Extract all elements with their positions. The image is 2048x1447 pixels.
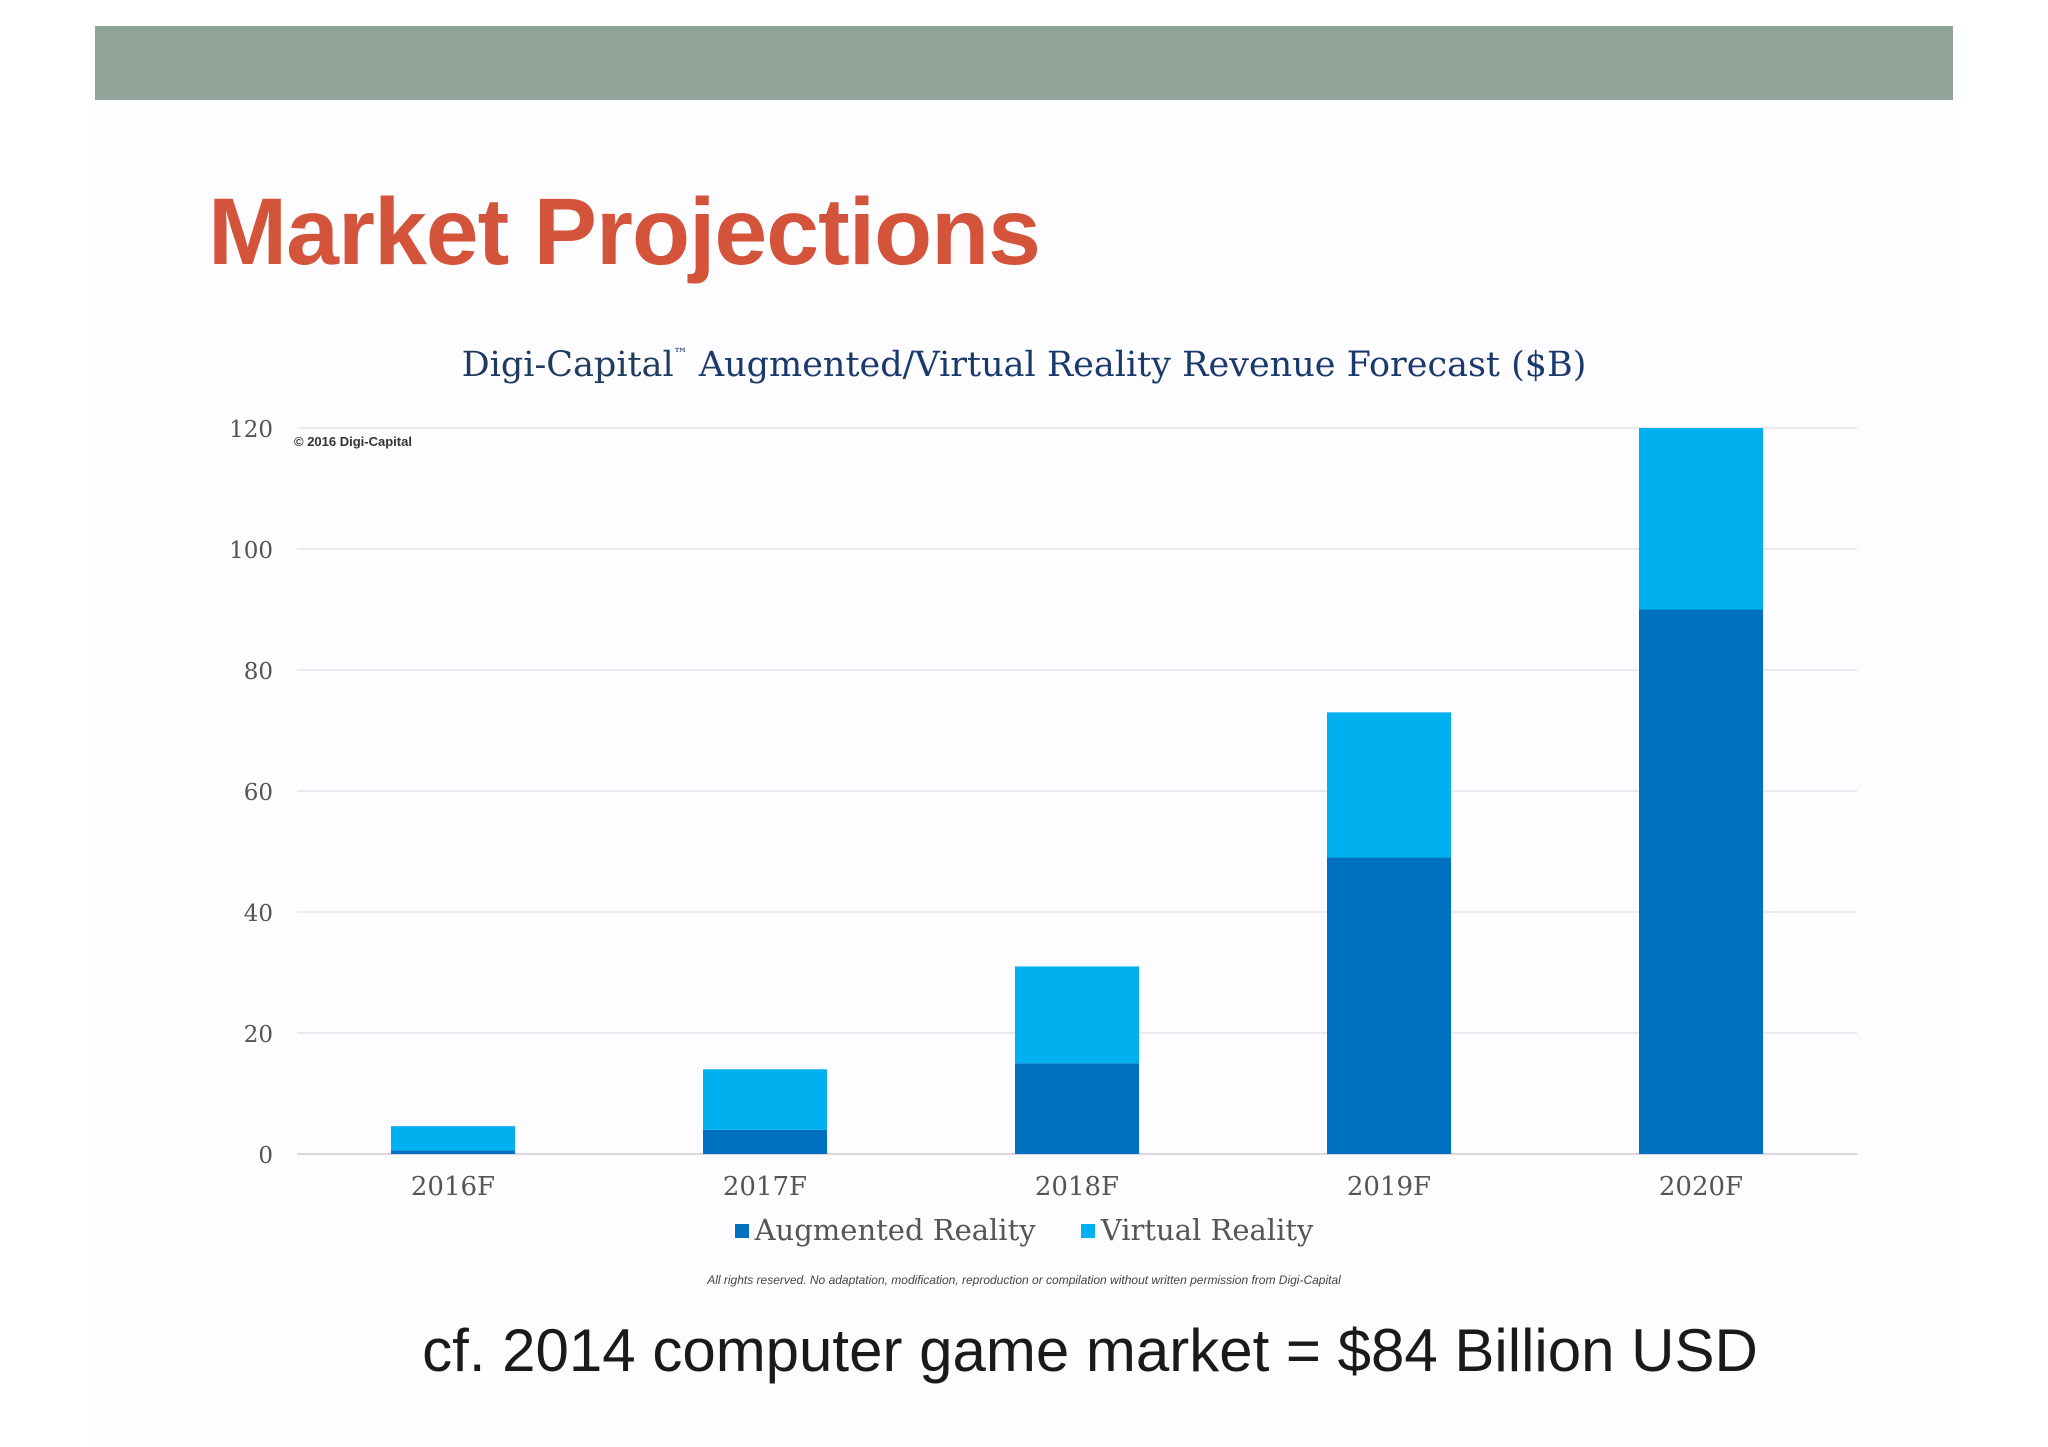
y-tick-label-20: 20 bbox=[244, 1022, 273, 1048]
legend-swatch-augmented bbox=[734, 1224, 749, 1238]
y-tick-label-40: 40 bbox=[244, 901, 273, 927]
chart-title: Digi-Capital™ Augmented/Virtual Reality … bbox=[0, 345, 2048, 385]
slide-top-bar bbox=[95, 26, 1953, 100]
bar-2017F-virtual bbox=[703, 1069, 827, 1130]
bar-2018F-virtual bbox=[1015, 966, 1139, 1064]
legend-label-augmented: Augmented Reality bbox=[754, 1213, 1036, 1247]
legend-item-augmented: Augmented Reality bbox=[734, 1213, 1036, 1247]
bar-2019F-virtual bbox=[1327, 712, 1451, 858]
chart-footnote: All rights reserved. No adaptation, modi… bbox=[707, 1273, 1341, 1287]
x-tick-label-2017F: 2017F bbox=[723, 1172, 807, 1202]
x-tick-label-2018F: 2018F bbox=[1035, 1172, 1119, 1202]
bar-2019F-augmented bbox=[1327, 857, 1451, 1154]
slide-caption: cf. 2014 computer game market = $84 Bill… bbox=[422, 1317, 1758, 1384]
chart-copyright: © 2016 Digi-Capital bbox=[294, 434, 412, 449]
bar-2020F-virtual bbox=[1639, 428, 1763, 610]
x-tick-label-2019F: 2019F bbox=[1347, 1172, 1431, 1202]
y-tick-label-120: 120 bbox=[229, 417, 273, 443]
y-tick-label-0: 0 bbox=[258, 1143, 273, 1169]
chart-legend: Augmented Reality Virtual Reality bbox=[0, 1213, 2048, 1247]
y-tick-label-100: 100 bbox=[229, 538, 273, 564]
bar-2018F-augmented bbox=[1015, 1063, 1139, 1154]
y-tick-label-60: 60 bbox=[244, 780, 273, 806]
y-tick-label-80: 80 bbox=[244, 659, 273, 685]
bar-2016F-virtual bbox=[391, 1126, 515, 1151]
legend-swatch-virtual bbox=[1080, 1224, 1095, 1238]
chart-title-brand: Digi-Capital bbox=[461, 345, 674, 385]
x-tick-label-2020F: 2020F bbox=[1659, 1172, 1743, 1202]
bar-2016F-augmented bbox=[391, 1150, 515, 1154]
legend-label-virtual: Virtual Reality bbox=[1100, 1213, 1314, 1247]
legend-item-virtual: Virtual Reality bbox=[1080, 1213, 1314, 1247]
bar-2017F-augmented bbox=[703, 1129, 827, 1154]
bar-2020F-augmented bbox=[1639, 609, 1763, 1154]
chart-title-text: Augmented/Virtual Reality Revenue Foreca… bbox=[698, 345, 1587, 385]
slide-title: Market Projections bbox=[208, 179, 1041, 285]
chart-title-tm: ™ bbox=[673, 346, 688, 362]
x-tick-label-2016F: 2016F bbox=[411, 1172, 495, 1202]
